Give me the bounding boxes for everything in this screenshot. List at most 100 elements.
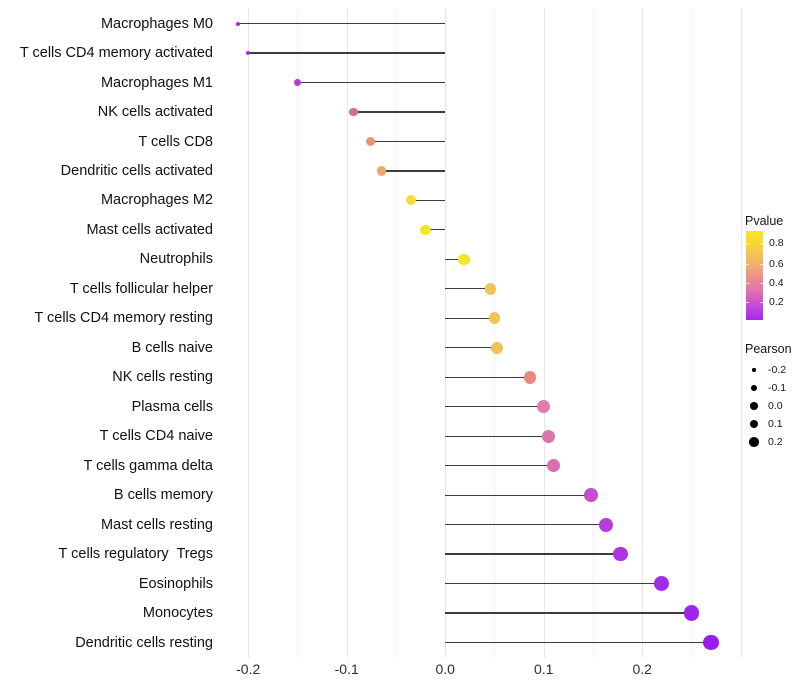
size-legend-dot: [749, 419, 759, 429]
category-label: T cells CD4 memory resting: [34, 310, 213, 327]
lollipop-dot: [537, 400, 551, 414]
lollipop-stem: [248, 52, 446, 54]
category-label: T cells CD4 memory activated: [19, 45, 213, 62]
category-label: Eosinophils: [138, 575, 213, 592]
pvalue-colorbar: [746, 231, 763, 320]
gridline: [543, 8, 545, 658]
lollipop-dot: [613, 546, 628, 562]
colorbar-tick: [760, 302, 763, 303]
lollipop-stem: [381, 170, 446, 172]
lollipop-stem: [445, 347, 498, 349]
colorbar-tick-label: 0.6: [769, 257, 784, 270]
category-label: Dendritic cells resting: [75, 634, 213, 651]
pearson-legend-title: Pearson: [745, 342, 792, 356]
lollipop-stem: [445, 494, 591, 496]
lollipop-dot: [523, 370, 537, 384]
size-legend-dot: [751, 385, 757, 391]
gridline: [346, 8, 348, 658]
size-legend-label: -0.1: [768, 381, 787, 394]
size-legend-dot: [752, 368, 756, 372]
lollipop-stem: [425, 229, 446, 231]
lollipop-dot: [703, 634, 719, 651]
lollipop-dot: [488, 312, 501, 325]
gridline: [494, 8, 496, 658]
lollipop-stem: [445, 553, 621, 555]
gridline: [395, 8, 397, 658]
size-legend-label: -0.2: [768, 363, 787, 376]
category-label: Monocytes: [142, 605, 213, 621]
lollipop-stem: [445, 288, 491, 290]
lollipop-stem: [445, 641, 712, 644]
lollipop-dot: [236, 21, 241, 26]
lollipop-stem: [370, 140, 446, 143]
gridline: [248, 8, 250, 658]
lollipop-dot: [547, 459, 561, 473]
colorbar-tick: [746, 283, 749, 284]
size-legend-dot: [749, 437, 759, 447]
size-legend-label: 0.2: [768, 435, 783, 448]
lollipop-stem: [445, 376, 530, 378]
colorbar-tick: [746, 264, 749, 265]
lollipop-dot: [458, 253, 470, 265]
lollipop-dot: [376, 166, 386, 176]
colorbar-tick: [746, 243, 749, 244]
category-label: Dendritic cells activated: [60, 162, 213, 179]
lollipop-stem: [238, 23, 446, 25]
lollipop-stem: [445, 258, 464, 260]
lollipop-stem: [445, 523, 606, 526]
x-axis-tick-label: 0.1: [533, 661, 554, 677]
size-legend-dot: [750, 402, 758, 410]
category-label: B cells memory: [113, 487, 213, 504]
category-label: T cells CD8: [138, 133, 213, 150]
category-label: NK cells resting: [112, 369, 213, 386]
category-label: T cells CD4 naive: [99, 428, 213, 445]
lollipop-dot: [584, 488, 598, 502]
colorbar-tick: [760, 243, 763, 244]
lollipop-stem: [297, 81, 446, 84]
lollipop-stem: [353, 111, 446, 113]
pvalue-legend-title: Pvalue: [745, 214, 784, 228]
lollipop-stem: [445, 317, 495, 319]
category-label: Macrophages M0: [100, 15, 213, 32]
gridline: [445, 8, 447, 658]
x-axis-tick-label: -0.2: [236, 661, 261, 677]
x-axis-tick-label: 0.0: [435, 661, 455, 677]
category-label: B cells naive: [131, 339, 213, 356]
lollipop-dot: [294, 79, 301, 86]
colorbar-tick: [746, 302, 749, 303]
colorbar-tick: [760, 283, 763, 284]
lollipop-dot: [365, 137, 375, 146]
gridline: [691, 8, 693, 658]
lollipop-stem: [445, 406, 544, 408]
lollipop-stem: [410, 199, 446, 202]
colorbar-tick-label: 0.4: [769, 276, 784, 289]
gridline: [740, 8, 742, 658]
lollipop-dot: [484, 282, 497, 295]
size-legend-label: 0.1: [768, 417, 783, 430]
category-label: Mast cells activated: [86, 221, 213, 238]
category-label: Neutrophils: [139, 251, 213, 268]
lollipop-stem: [445, 465, 554, 467]
category-label: Macrophages M2: [100, 192, 213, 209]
x-axis-tick-label: -0.1: [334, 661, 359, 677]
gridline: [593, 8, 594, 658]
lollipop-dot: [349, 107, 358, 117]
lollipop-dot: [405, 195, 416, 206]
category-label: Mast cells resting: [100, 516, 213, 533]
category-label: T cells follicular helper: [69, 280, 213, 297]
lollipop-dot: [654, 576, 670, 591]
gridline: [297, 8, 299, 658]
category-label: Macrophages M1: [100, 74, 213, 91]
lollipop-dot: [491, 341, 504, 354]
size-legend-label: 0.0: [768, 399, 783, 412]
lollipop-stem: [445, 435, 549, 437]
colorbar-tick: [760, 264, 763, 265]
category-label: Plasma cells: [131, 398, 213, 415]
lollipop-dot: [598, 517, 613, 532]
lollipop-dot: [420, 224, 431, 236]
lollipop-dot: [683, 605, 700, 621]
colorbar-tick-label: 0.2: [769, 295, 784, 308]
lollipop-stem: [445, 612, 692, 614]
lollipop-stem: [445, 582, 662, 585]
